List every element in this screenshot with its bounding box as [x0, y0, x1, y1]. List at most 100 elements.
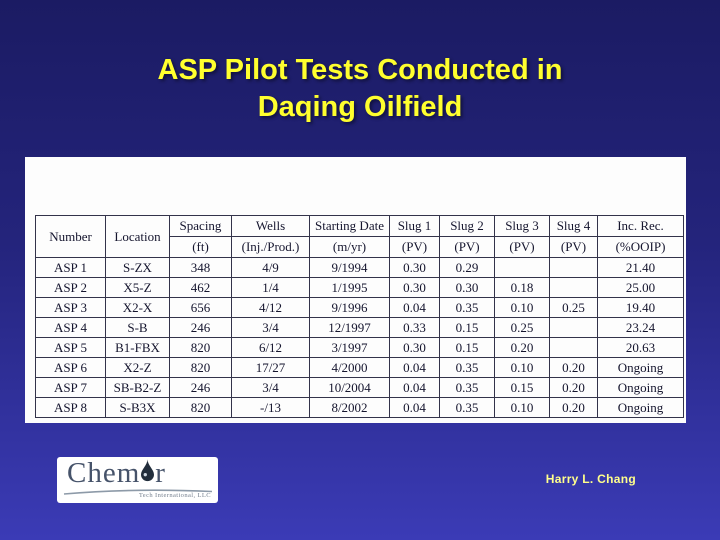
- table-cell: -/13: [231, 397, 310, 418]
- table-cell: [549, 337, 598, 358]
- table-cell: 4/12: [231, 297, 310, 318]
- table-cell: 23.24: [597, 317, 684, 338]
- table-cell: 6/12: [231, 337, 310, 358]
- table-cell: 0.15: [494, 377, 550, 398]
- col-unit-inc-rec: (%OOIP): [597, 236, 684, 258]
- table-cell: 1/4: [231, 277, 310, 298]
- table-cell: 0.20: [549, 397, 598, 418]
- table-row: ASP 3 X2-X 656 4/12 9/1996 0.04 0.35 0.10 0.25 19…: [35, 297, 684, 318]
- table-cell: 21.40: [597, 257, 684, 278]
- table-cell: ASP 2: [35, 277, 106, 298]
- table-cell: 0.20: [549, 357, 598, 378]
- table-cell: S-ZX: [105, 257, 170, 278]
- col-header-slug2: Slug 2: [439, 215, 495, 237]
- table-cell: 0.35: [439, 357, 495, 378]
- col-unit-spacing: (ft): [169, 236, 232, 258]
- table-cell: 246: [169, 377, 232, 398]
- table-cell: 820: [169, 357, 232, 378]
- table-cell: X2-Z: [105, 357, 170, 378]
- table-cell: 0.30: [389, 257, 440, 278]
- table-row: ASP 8 S-B3X 820 -/13 8/2002 0.04 0.35 0.10 0.20 O…: [35, 397, 684, 418]
- col-header-inc-rec: Inc. Rec.: [597, 215, 684, 237]
- chemor-logo-wordmark: Chem r: [67, 455, 166, 491]
- table-cell: 0.10: [494, 397, 550, 418]
- table-cell: [494, 257, 550, 278]
- table-cell: ASP 1: [35, 257, 106, 278]
- table-row: ASP 4 S-B 246 3/4 12/1997 0.33 0.15 0.25 23.24: [35, 317, 684, 338]
- col-header-location: Location: [105, 215, 170, 258]
- col-unit-slug4: (PV): [549, 236, 598, 258]
- table-cell: 0.10: [494, 297, 550, 318]
- table-cell: 9/1996: [309, 297, 390, 318]
- table-cell: 820: [169, 337, 232, 358]
- table-cell: 0.35: [439, 377, 495, 398]
- table-cell: 12/1997: [309, 317, 390, 338]
- slide-title-line2: Daqing Oilfield: [257, 91, 463, 123]
- table-cell: 0.30: [389, 337, 440, 358]
- table-row: ASP 6 X2-Z 820 17/27 4/2000 0.04 0.35 0.10 0.20 O…: [35, 357, 684, 378]
- table-cell: 348: [169, 257, 232, 278]
- table-cell: 8/2002: [309, 397, 390, 418]
- table-cell: X2-X: [105, 297, 170, 318]
- table-cell: SB-B2-Z: [105, 377, 170, 398]
- slide-title-line1: ASP Pilot Tests Conducted in: [157, 54, 563, 86]
- table-cell: 3/4: [231, 377, 310, 398]
- col-header-starting-date: Starting Date: [309, 215, 390, 237]
- table-cell: 0.15: [439, 337, 495, 358]
- table-cell: [549, 277, 598, 298]
- col-header-slug3: Slug 3: [494, 215, 550, 237]
- table-cell: 3/1997: [309, 337, 390, 358]
- col-header-number: Number: [35, 215, 106, 258]
- table-cell: 4/2000: [309, 357, 390, 378]
- table-cell: ASP 8: [35, 397, 106, 418]
- slide-title: ASP Pilot Tests Conducted in Daqing Oilf…: [0, 52, 720, 126]
- water-droplet-icon: [141, 455, 155, 491]
- table-cell: S-B: [105, 317, 170, 338]
- table-cell: 246: [169, 317, 232, 338]
- table-cell: B1-FBX: [105, 337, 170, 358]
- table-cell: 0.20: [549, 377, 598, 398]
- table-cell: X5-Z: [105, 277, 170, 298]
- table-cell: 0.25: [549, 297, 598, 318]
- table-header-row-2: (ft) (Inj./Prod.) (m/yr) (PV) (PV) (PV) …: [36, 236, 684, 258]
- table-cell: Ongoing: [597, 397, 684, 418]
- col-unit-slug1: (PV): [389, 236, 440, 258]
- col-header-wells: Wells: [231, 215, 310, 237]
- col-unit-slug3: (PV): [494, 236, 550, 258]
- table-cell: 1/1995: [309, 277, 390, 298]
- table-row: ASP 7 SB-B2-Z 246 3/4 10/2004 0.04 0.35 0.15 0.2…: [35, 377, 684, 398]
- table-cell: 4/9: [231, 257, 310, 278]
- table-cell: 19.40: [597, 297, 684, 318]
- col-unit-wells: (Inj./Prod.): [231, 236, 310, 258]
- table-row: ASP 2 X5-Z 462 1/4 1/1995 0.30 0.30 0.18 25.00: [35, 277, 684, 298]
- table-cell: ASP 3: [35, 297, 106, 318]
- table-cell: 0.04: [389, 397, 440, 418]
- table-cell: 0.15: [439, 317, 495, 338]
- table-cell: S-B3X: [105, 397, 170, 418]
- logo-swoosh-line: [63, 489, 213, 495]
- table-cell: Ongoing: [597, 377, 684, 398]
- table-cell: 0.20: [494, 337, 550, 358]
- col-header-spacing: Spacing: [169, 215, 232, 237]
- table-cell: 0.35: [439, 297, 495, 318]
- table-cell: [549, 257, 598, 278]
- table-cell: 25.00: [597, 277, 684, 298]
- table-cell: 20.63: [597, 337, 684, 358]
- table-cell: 0.18: [494, 277, 550, 298]
- col-header-slug1: Slug 1: [389, 215, 440, 237]
- chemor-logo: Chem r Tech International, LLC: [57, 457, 218, 503]
- table-cell: 0.10: [494, 357, 550, 378]
- table-cell: 0.35: [439, 397, 495, 418]
- table-cell: 0.25: [494, 317, 550, 338]
- table-cell: 462: [169, 277, 232, 298]
- table-cell: 0.30: [439, 277, 495, 298]
- table-cell: 10/2004: [309, 377, 390, 398]
- table-cell: ASP 7: [35, 377, 106, 398]
- table-cell: ASP 6: [35, 357, 106, 378]
- col-unit-slug2: (PV): [439, 236, 495, 258]
- table-image-panel: Number Location Spacing Wells Starting D…: [25, 157, 686, 423]
- table-cell: 0.30: [389, 277, 440, 298]
- table-cell: 3/4: [231, 317, 310, 338]
